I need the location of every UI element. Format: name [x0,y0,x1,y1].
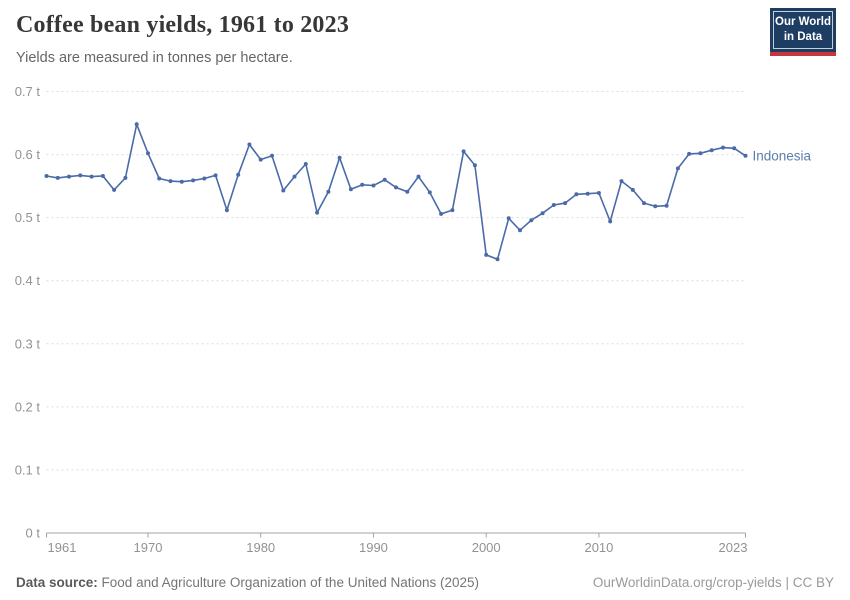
y-axis-tick-label: 0.7 t [15,84,41,99]
footer-datasource: Data source: Food and Agriculture Organi… [16,575,479,590]
data-point[interactable] [67,174,71,179]
data-point[interactable] [405,189,410,194]
data-point[interactable] [506,216,511,221]
data-point[interactable] [675,166,680,171]
data-point[interactable] [247,142,252,147]
data-point[interactable] [394,185,398,190]
chart-footer: Data source: Food and Agriculture Organi… [16,575,834,590]
data-point[interactable] [78,173,83,178]
data-point[interactable] [326,189,331,194]
data-point[interactable] [743,153,748,158]
data-point[interactable] [112,187,117,192]
owid-logo-text: Our World in Data [773,11,833,49]
x-axis-tick-label: 1980 [246,540,275,555]
data-point[interactable] [100,174,105,178]
data-point[interactable] [563,201,568,206]
data-point[interactable] [608,219,613,224]
y-axis-tick-label: 0.6 t [15,147,41,162]
data-point[interactable] [270,153,274,158]
data-point[interactable] [236,172,241,177]
data-point[interactable] [371,183,376,188]
data-point[interactable] [596,191,601,195]
data-point[interactable] [348,187,353,192]
data-point[interactable] [472,163,477,168]
data-point[interactable] [529,218,534,223]
data-point[interactable] [191,178,196,183]
data-point[interactable] [202,176,207,181]
data-point[interactable] [89,174,94,179]
data-point[interactable] [315,210,320,215]
data-point[interactable] [574,192,579,197]
data-point[interactable] [224,208,229,213]
data-point[interactable] [585,191,590,196]
footer-link[interactable]: OurWorldinData.org/crop-yields [592,575,782,590]
data-point[interactable] [168,179,173,184]
data-point[interactable] [55,175,60,180]
data-point[interactable] [619,179,624,184]
data-point[interactable] [495,257,500,262]
data-point[interactable] [709,148,714,153]
data-point[interactable] [292,174,297,179]
data-point[interactable] [687,151,692,156]
data-point[interactable] [303,162,308,166]
data-point[interactable] [439,211,444,216]
y-axis-tick-label: 0.3 t [15,336,41,351]
datasource-text: Food and Agriculture Organization of the… [101,575,480,590]
x-axis-tick-label: 2000 [472,540,501,555]
data-point[interactable] [540,211,545,216]
series-line[interactable] [46,121,746,261]
data-point[interactable] [653,204,658,209]
data-point[interactable] [518,228,522,233]
data-point[interactable] [337,155,342,160]
datasource-label: Data source: [16,575,98,590]
data-point[interactable] [630,187,635,192]
x-axis-tick-label: 1970 [134,540,163,555]
data-point[interactable] [484,252,489,257]
y-axis-tick-label: 0.2 t [15,399,41,414]
y-axis-tick-label: 0.5 t [15,210,41,225]
data-point[interactable] [360,182,365,187]
data-point[interactable] [551,203,556,207]
data-point[interactable] [450,208,455,213]
data-point[interactable] [213,173,218,178]
y-axis-tick-label: 0 t [26,526,41,541]
page-title: Coffee bean yields, 1961 to 2023 [16,12,350,38]
data-point[interactable] [698,151,703,156]
data-point[interactable] [416,174,421,179]
data-point[interactable] [281,188,286,193]
data-point[interactable] [732,146,737,151]
data-point[interactable] [664,203,669,208]
data-point[interactable] [642,201,646,206]
data-point[interactable] [179,179,184,184]
x-axis-tick-label: 2023 [719,540,748,555]
series-label[interactable]: Indonesia [753,148,812,163]
data-point[interactable] [427,190,432,195]
data-point[interactable] [134,122,139,127]
x-axis-tick-label: 1961 [48,540,77,555]
footer-divider: | [785,575,789,590]
data-point[interactable] [123,175,128,180]
page-subtitle: Yields are measured in tonnes per hectar… [16,50,293,66]
x-axis-tick-label: 1990 [359,540,388,555]
y-axis-tick-label: 0.4 t [15,273,41,288]
data-point[interactable] [461,149,466,154]
data-point[interactable] [721,145,725,150]
data-point[interactable] [382,177,387,182]
data-point[interactable] [258,157,263,162]
x-axis-tick-label: 2010 [584,540,613,555]
footer-license[interactable]: CC BY [792,575,834,590]
owid-logo[interactable]: Our World in Data [770,8,836,56]
y-axis-tick-label: 0.1 t [15,462,41,477]
footer-credits: OurWorldinData.org/crop-yields | CC BY [593,575,834,590]
data-point[interactable] [44,174,49,178]
data-point[interactable] [157,176,162,181]
data-point[interactable] [146,151,150,156]
